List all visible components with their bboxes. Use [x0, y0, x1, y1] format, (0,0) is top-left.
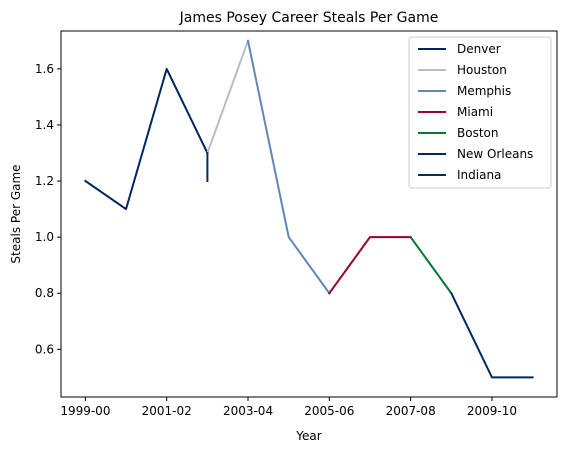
- y-tick-label: 1.6: [35, 62, 54, 76]
- y-tick-label: 1.4: [35, 118, 54, 132]
- x-tick-label: 2007-08: [386, 404, 436, 418]
- chart-title: James Posey Career Steals Per Game: [179, 10, 439, 26]
- x-tick-label: 2009-10: [467, 404, 517, 418]
- legend-label: Boston: [457, 126, 498, 140]
- y-tick-label: 0.6: [35, 342, 54, 356]
- y-tick-label: 1.2: [35, 174, 54, 188]
- x-tick-label: 2005-06: [304, 404, 354, 418]
- x-tick-label: 2001-02: [142, 404, 192, 418]
- series-line-denver: [85, 69, 207, 209]
- x-tick-label: 1999-00: [60, 404, 110, 418]
- legend-label: Houston: [457, 63, 507, 77]
- x-tick-label: 2003-04: [223, 404, 273, 418]
- series-line-miami: [329, 237, 410, 293]
- legend-label: Memphis: [457, 84, 511, 98]
- y-tick-label: 1.0: [35, 230, 54, 244]
- legend-label: New Orleans: [457, 147, 533, 161]
- x-axis-ticks: 1999-00 2001-02 2003-04 2005-06 2007-08 2009-…: [60, 397, 517, 418]
- x-axis-label: Year: [295, 429, 321, 443]
- series-line-houston: [207, 41, 248, 153]
- series-line-new-orleans: [451, 293, 532, 377]
- legend-label: Miami: [457, 105, 493, 119]
- legend-label: Denver: [457, 42, 501, 56]
- series-line-memphis: [248, 41, 329, 293]
- legend-label: Indiana: [457, 168, 501, 182]
- series-line-boston: [411, 237, 452, 293]
- y-tick-label: 0.8: [35, 286, 54, 300]
- legend: Denver Houston Memphis Miami Boston New Orlea…: [409, 37, 551, 188]
- y-axis-label: Steals Per Game: [9, 164, 23, 263]
- y-axis-ticks: 0.6 0.8 1.0 1.2 1.4 1.6: [35, 62, 61, 356]
